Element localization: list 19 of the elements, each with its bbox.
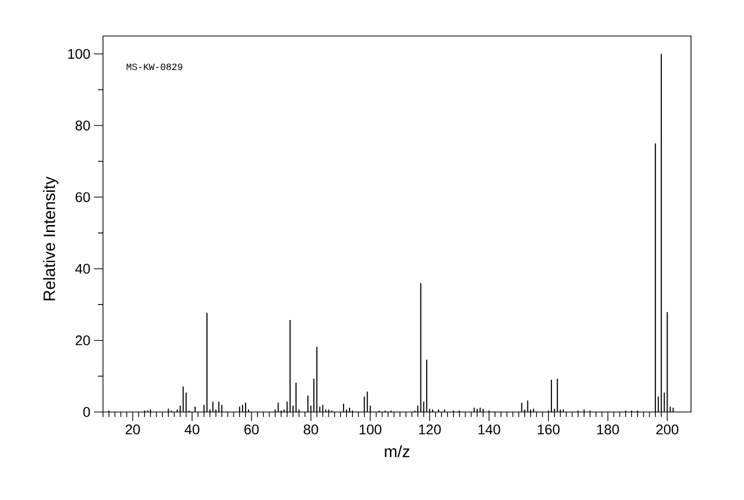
y-tick-label: 100 xyxy=(68,48,90,59)
y-tick-label: 60 xyxy=(76,192,90,202)
x-tick-label: 160 xyxy=(538,424,560,434)
x-tick-label: 120 xyxy=(419,424,441,434)
x-tick-label: 200 xyxy=(656,424,678,434)
x-tick-label: 80 xyxy=(304,424,318,434)
x-tick-label: 180 xyxy=(597,424,619,434)
x-tick-label: 140 xyxy=(478,424,500,434)
x-axis-title: m/z xyxy=(384,445,410,458)
x-tick-label: 20 xyxy=(126,424,140,434)
annotation: MS-KW-0829 xyxy=(126,64,182,70)
y-axis-title: Relative Intensity xyxy=(43,176,58,300)
x-tick-label: 60 xyxy=(244,424,259,434)
y-tick-label: 40 xyxy=(75,264,90,274)
y-tick-label: 0 xyxy=(83,407,90,417)
x-tick-label: 40 xyxy=(184,424,200,434)
y-tick-label: 20 xyxy=(76,335,90,346)
x-tick-label: 100 xyxy=(360,424,382,434)
y-tick-label: 80 xyxy=(76,120,90,130)
